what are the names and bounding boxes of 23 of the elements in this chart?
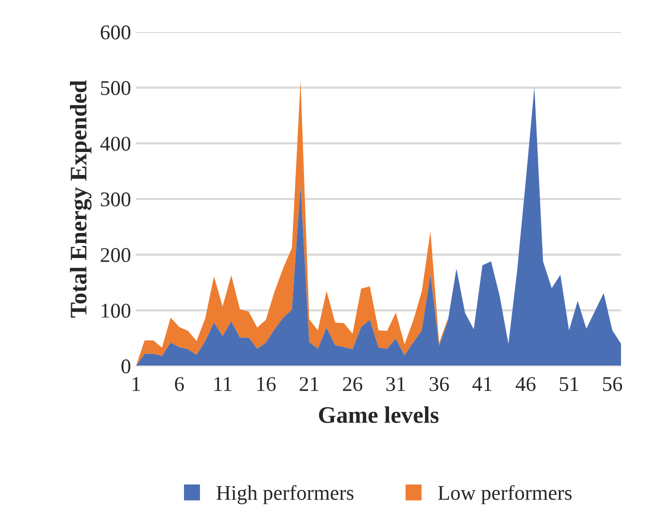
- x-tick-label: 51: [560, 377, 578, 392]
- x-axis-title: Game levels: [319, 406, 439, 424]
- y-tick-label: 300: [100, 192, 130, 206]
- x-tick-label: 31: [386, 377, 405, 392]
- x-tick-label: 36: [430, 377, 449, 392]
- y-tick-label: 0: [122, 359, 130, 374]
- y-tick-label: 400: [100, 136, 130, 151]
- y-tick-label: 600: [100, 25, 130, 40]
- x-tick-label: 1: [132, 377, 140, 391]
- x-tick-label: 41: [472, 377, 492, 391]
- x-tick-label: 21: [300, 377, 318, 391]
- x-tick-label: 16: [257, 377, 276, 392]
- y-tick-label: 500: [101, 81, 130, 96]
- legend-label: High performers: [216, 485, 354, 504]
- x-tick-label: 56: [603, 377, 622, 392]
- x-tick-label: 46: [516, 377, 536, 392]
- x-tick-label: 26: [343, 377, 362, 392]
- x-tick-label: 6: [174, 377, 184, 392]
- y-tick-label: 100: [102, 304, 130, 318]
- legend-label: Low performers: [438, 485, 572, 504]
- x-tick-label: 11: [214, 377, 232, 391]
- y-tick-label: 200: [100, 248, 130, 262]
- y-axis-title: Total Energy Expended: [70, 80, 92, 318]
